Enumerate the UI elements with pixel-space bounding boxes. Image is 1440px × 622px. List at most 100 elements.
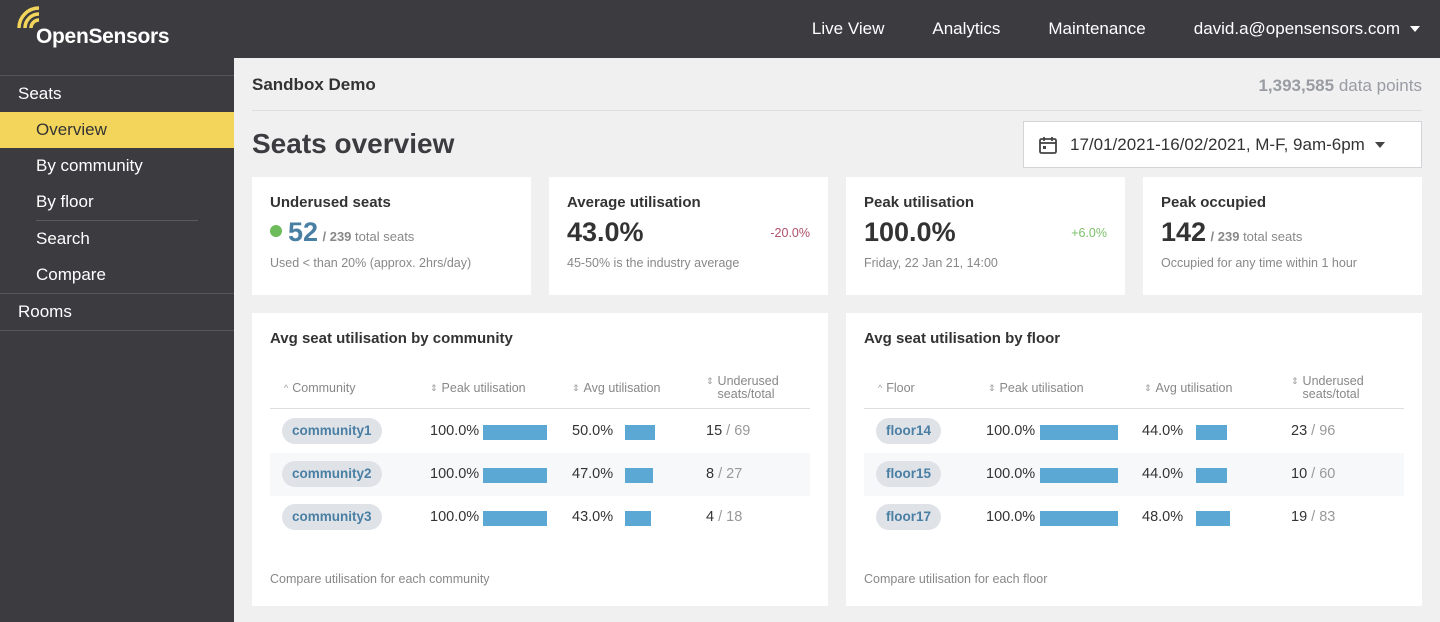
header-label: Floor	[886, 381, 915, 395]
sort-peak[interactable]: ⇕ Peak utilisation	[988, 367, 1084, 409]
underused-total-label: total seats	[355, 229, 415, 244]
sort-icon: ⇕	[1144, 382, 1152, 393]
panel-footnote: Compare utilisation for each community	[270, 572, 490, 586]
nav-analytics[interactable]: Analytics	[932, 19, 1001, 38]
card-peak-utilisation: Peak utilisation 100.0% +6.0% Friday, 22…	[846, 177, 1125, 295]
occupied-total: / 239 total seats	[1211, 229, 1303, 244]
peak-bar	[483, 511, 547, 526]
avg-value: 43.0%	[572, 509, 614, 525]
sidebar-item-by-community[interactable]: By community	[36, 156, 143, 175]
underused-count: 8	[706, 466, 715, 482]
org-name: Sandbox Demo	[252, 75, 376, 94]
signal-icon	[17, 6, 40, 29]
underused-total-number: / 239	[322, 229, 352, 244]
seats-total: / 96	[1311, 423, 1336, 439]
row-name-chip[interactable]: floor15	[876, 461, 942, 487]
underused-count: 23	[1291, 423, 1308, 439]
panel-community-utilisation: Avg seat utilisation by community ^ Commu…	[252, 313, 828, 606]
peak-value: 100.0%	[986, 423, 1036, 439]
data-points-value: 1,393,585	[1258, 76, 1335, 95]
sort-asc-icon: ^	[878, 383, 883, 393]
peak-value: 100.0%	[430, 423, 480, 439]
underused-count: 10	[1291, 466, 1308, 482]
underused-value: 10 / 60	[1291, 466, 1335, 482]
panel-title: Avg seat utilisation by floor	[864, 330, 1061, 347]
table-row: community1 100.0% 50.0% 15 / 69	[270, 410, 810, 453]
sort-avg[interactable]: ⇕ Avg utilisation	[572, 367, 660, 409]
peak-bar	[1040, 511, 1118, 526]
sidebar-section-seats[interactable]: Seats	[18, 84, 62, 103]
header-label-line1: Underused	[1302, 374, 1364, 388]
table-header: ^ Community ⇕ Peak utilisation ⇕ Avg utilis…	[270, 367, 810, 409]
row-name-chip[interactable]: floor17	[876, 504, 942, 530]
panel-footnote: Compare utilisation for each floor	[864, 572, 1048, 586]
calendar-icon	[1039, 136, 1057, 154]
date-range-picker[interactable]: 17/01/2021-16/02/2021, M-F, 9am-6pm	[1023, 121, 1422, 168]
sidebar-item-overview[interactable]: Overview	[0, 112, 234, 148]
card-title: Peak utilisation	[864, 194, 975, 211]
header-label: Avg utilisation	[1155, 381, 1233, 395]
sidebar-separator	[0, 330, 234, 331]
chevron-down-icon	[1410, 26, 1420, 32]
sort-icon: ⇕	[706, 376, 714, 386]
seats-total: / 83	[1311, 509, 1336, 525]
avg-value: 48.0%	[1142, 509, 1184, 525]
underused-value: 15 / 69	[706, 423, 750, 439]
occupied-value: 142	[1161, 217, 1207, 247]
sidebar-separator	[0, 293, 234, 294]
sort-icon: ⇕	[988, 382, 996, 393]
header-label-line2: seats/total	[717, 387, 775, 401]
sort-icon: ⇕	[1291, 376, 1299, 386]
avg-value: 47.0%	[572, 466, 614, 482]
sort-asc-icon: ^	[284, 383, 289, 393]
sidebar-item-search[interactable]: Search	[36, 229, 90, 248]
row-name-chip[interactable]: community2	[282, 461, 382, 487]
avg-bar	[625, 425, 655, 440]
card-title: Peak occupied	[1161, 194, 1267, 211]
nav-maintenance[interactable]: Maintenance	[1048, 19, 1146, 38]
header-label: Underused seats/total	[1303, 375, 1364, 401]
avg-value: 43.0%	[567, 217, 644, 247]
sidebar-divider	[36, 220, 198, 221]
sidebar-item-compare[interactable]: Compare	[36, 265, 106, 284]
card-average-utilisation: Average utilisation 43.0% -20.0% 45-50% …	[549, 177, 828, 295]
sort-icon: ⇕	[430, 382, 438, 393]
row-name-chip[interactable]: floor14	[876, 418, 942, 444]
row-name-chip[interactable]: community3	[282, 504, 382, 530]
avg-value: 44.0%	[1142, 466, 1184, 482]
data-points-count: 1,393,585 data points	[1258, 76, 1422, 96]
underused-total: / 239 total seats	[323, 229, 415, 244]
table-header: ^ Floor ⇕ Peak utilisation ⇕ Avg utilisatio…	[864, 367, 1404, 409]
card-note: Occupied for any time within 1 hour	[1161, 256, 1357, 270]
underused-count: 19	[1291, 509, 1308, 525]
card-underused-seats: Underused seats 52 / 239 total seats Use…	[252, 177, 531, 295]
sort-avg[interactable]: ⇕ Avg utilisation	[1144, 367, 1232, 409]
avg-bar	[625, 468, 654, 483]
peak-value: 100.0%	[864, 217, 956, 247]
sort-community[interactable]: ^ Community	[284, 367, 355, 409]
brand-name: OpenSensors	[36, 25, 170, 48]
sort-underused[interactable]: ⇕ Underused seats/total	[706, 367, 779, 409]
sidebar-section-rooms[interactable]: Rooms	[18, 302, 72, 321]
row-name-chip[interactable]: community1	[282, 418, 382, 444]
user-menu[interactable]: david.a@opensensors.com	[1194, 19, 1420, 39]
peak-value: 100.0%	[986, 509, 1036, 525]
sidebar-item-by-floor[interactable]: By floor	[36, 192, 94, 211]
table-row: community2 100.0% 47.0% 8 / 27	[270, 453, 810, 496]
sort-peak[interactable]: ⇕ Peak utilisation	[430, 367, 526, 409]
header-label-line1: Underused	[717, 374, 779, 388]
data-points-label: data points	[1338, 76, 1422, 95]
underused-count: 4	[706, 509, 715, 525]
avg-value: 44.0%	[1142, 423, 1184, 439]
status-dot-icon	[270, 225, 282, 237]
underused-value: 8 / 27	[706, 466, 742, 482]
sort-floor[interactable]: ^ Floor	[878, 367, 915, 409]
underused-count: 15	[706, 423, 723, 439]
avg-bar	[1196, 468, 1227, 483]
user-email: david.a@opensensors.com	[1193, 19, 1400, 38]
card-title: Average utilisation	[567, 194, 701, 211]
panel-floor-utilisation: Avg seat utilisation by floor ^ Floor ⇕ Pe…	[846, 313, 1422, 606]
nav-live-view[interactable]: Live View	[811, 19, 885, 38]
table-row: floor15 100.0% 44.0% 10 / 60	[864, 453, 1404, 496]
sort-underused[interactable]: ⇕ Underused seats/total	[1291, 367, 1364, 409]
